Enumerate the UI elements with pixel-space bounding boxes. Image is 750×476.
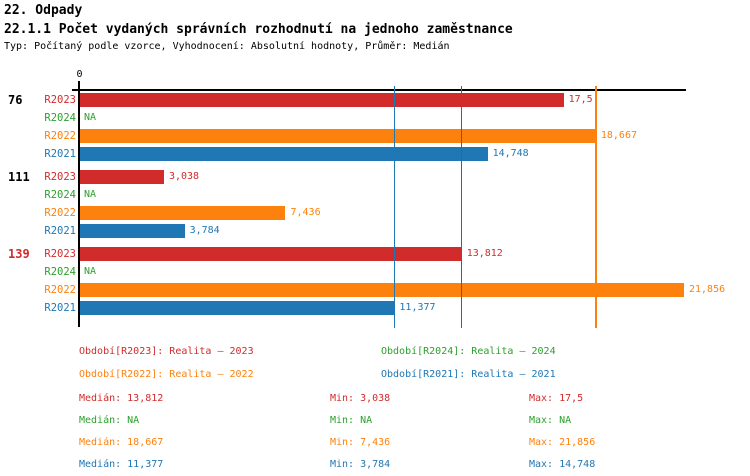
bar-value-label: 3,784 (189, 225, 220, 236)
stat-max-R2021: Max: 14,748 (529, 459, 596, 470)
legend-item-R2022: Období[R2022]: Realita – 2022 (79, 369, 254, 380)
chart-subtitle: Typ: Počítaný podle vzorce, Vyhodnocení:… (4, 41, 450, 52)
stat-max-R2022: Max: 21,856 (529, 437, 596, 448)
row-series-label: R2024 (44, 266, 76, 278)
stat-min-R2024: Min: NA (330, 415, 373, 426)
bar-R2021 (80, 147, 488, 161)
row-series-label: R2022 (44, 284, 76, 296)
legend-item-R2021: Období[R2021]: Realita – 2021 (381, 369, 556, 380)
bar-value-label: 21,856 (689, 284, 726, 295)
y-axis-line (77, 89, 80, 327)
stat-max-R2024: Max: NA (529, 415, 572, 426)
bar-R2022 (80, 129, 596, 143)
bar-R2021 (80, 301, 395, 315)
stat-min-R2022: Min: 7,436 (330, 437, 391, 448)
median-line-R2021 (393, 86, 396, 328)
chart-title: 22.1.1 Počet vydaných správních rozhodnu… (4, 22, 513, 37)
stat-min-R2023: Min: 3,038 (330, 393, 391, 404)
row-series-label: R2022 (44, 207, 76, 219)
group-label: 139 (8, 247, 30, 261)
bar-R2023 (80, 93, 564, 107)
bar-value-label: 3,038 (168, 171, 200, 182)
bar-value-label: 11,377 (399, 302, 436, 313)
bar-value-label: 18,667 (600, 130, 637, 141)
row-series-label: R2023 (44, 171, 76, 183)
legend-item-R2024: Období[R2024]: Realita – 2024 (381, 346, 556, 357)
bar-R2021 (80, 224, 185, 238)
group-label: 76 (8, 93, 23, 107)
na-value-label: NA (84, 266, 97, 277)
stat-median-R2022: Medián: 18,667 (79, 437, 164, 448)
row-series-label: R2024 (44, 189, 76, 201)
row-series-label: R2022 (44, 130, 76, 142)
row-series-label: R2021 (44, 302, 76, 314)
row-series-label: R2023 (44, 248, 76, 260)
section-title: 22. Odpady (4, 3, 83, 18)
bar-R2023 (80, 247, 462, 261)
row-series-label: R2021 (44, 225, 76, 237)
bar-R2022 (80, 283, 684, 297)
x-axis-zero-label: 0 (76, 69, 83, 80)
x-axis-line (72, 89, 686, 91)
bar-value-label: 14,748 (492, 148, 529, 159)
legend-item-R2023: Období[R2023]: Realita – 2023 (79, 346, 254, 357)
group-label: 111 (8, 170, 30, 184)
stat-min-R2021: Min: 3,784 (330, 459, 391, 470)
bar-R2023 (80, 170, 164, 184)
row-series-label: R2021 (44, 148, 76, 160)
median-line-R2022 (595, 86, 597, 328)
bar-R2022 (80, 206, 286, 220)
bar-value-label: 13,812 (466, 248, 503, 259)
bar-value-label: 17,5 (568, 94, 593, 105)
stat-median-R2023: Medián: 13,812 (79, 393, 164, 404)
stat-median-R2021: Medián: 11,377 (79, 459, 164, 470)
median-line-R2023 (460, 86, 463, 328)
na-value-label: NA (84, 189, 97, 200)
stat-max-R2023: Max: 17,5 (529, 393, 584, 404)
x-axis-origin-tick (78, 81, 80, 89)
row-series-label: R2024 (44, 112, 76, 124)
row-series-label: R2023 (44, 94, 76, 106)
bar-value-label: 7,436 (290, 207, 321, 218)
na-value-label: NA (84, 112, 97, 123)
stat-median-R2024: Medián: NA (79, 415, 140, 426)
